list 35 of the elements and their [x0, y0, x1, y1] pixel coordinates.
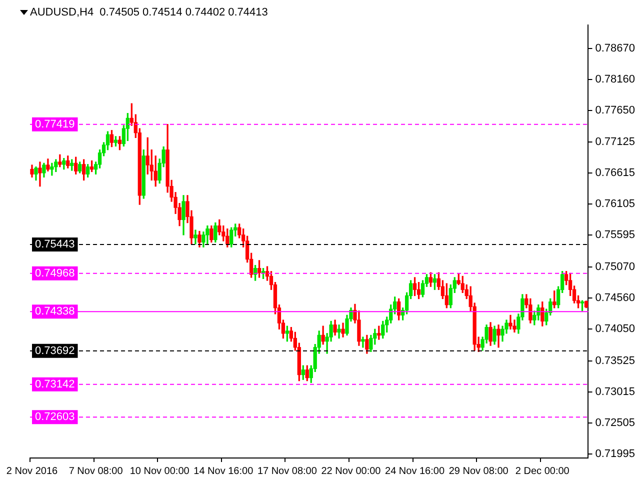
- x-tick-label: 7 Nov 08:00: [68, 466, 124, 477]
- y-tick-label: 0.78160: [595, 73, 636, 86]
- y-tick-label: 0.75595: [595, 229, 636, 242]
- x-tick-label: 2 Nov 2016: [6, 466, 58, 477]
- candlestick: [194, 230, 198, 244]
- ref-line-label: 0.75443: [35, 238, 75, 250]
- x-tick-label: 17 Nov 08:00: [257, 466, 318, 477]
- y-tick-label: 0.73015: [595, 386, 636, 398]
- x-tick-label: 14 Nov 16:00: [194, 466, 254, 477]
- candlestick: [361, 336, 365, 348]
- x-tick-label: 10 Nov 00:00: [130, 466, 190, 477]
- y-tick-label: 0.76615: [595, 167, 636, 180]
- ref-line-label: 0.74968: [35, 267, 75, 280]
- ref-line-label: 0.73142: [35, 378, 75, 390]
- y-tick-label: 0.75070: [595, 261, 636, 274]
- ref-line-label: 0.72603: [35, 411, 75, 424]
- y-tick-label: 0.71995: [595, 448, 636, 460]
- x-tick-label: 22 Nov 00:00: [321, 466, 382, 477]
- ref-line-label: 0.77419: [35, 118, 75, 130]
- ref-line-label: 0.74338: [35, 306, 75, 318]
- y-tick-label: 0.78670: [595, 42, 636, 54]
- x-tick-label: 29 Nov 08:00: [448, 466, 509, 477]
- y-tick-label: 0.74560: [595, 292, 636, 304]
- y-tick-label: 0.77650: [595, 104, 636, 116]
- y-tick-label: 0.73525: [595, 355, 636, 368]
- ref-line-label: 0.73692: [35, 344, 75, 357]
- x-tick-label: 2 Dec 00:00: [515, 466, 570, 477]
- y-tick-label: 0.72505: [595, 417, 636, 430]
- candlestick: [38, 162, 42, 187]
- chart-title: AUDUSD,H4 0.74505 0.74514 0.74402 0.74413: [30, 6, 268, 19]
- y-tick-label: 0.74050: [595, 323, 636, 336]
- x-tick-label: 24 Nov 16:00: [385, 466, 445, 477]
- candlestick: [337, 324, 341, 339]
- y-tick-label: 0.77125: [595, 136, 636, 148]
- y-tick-label: 0.76105: [595, 198, 636, 210]
